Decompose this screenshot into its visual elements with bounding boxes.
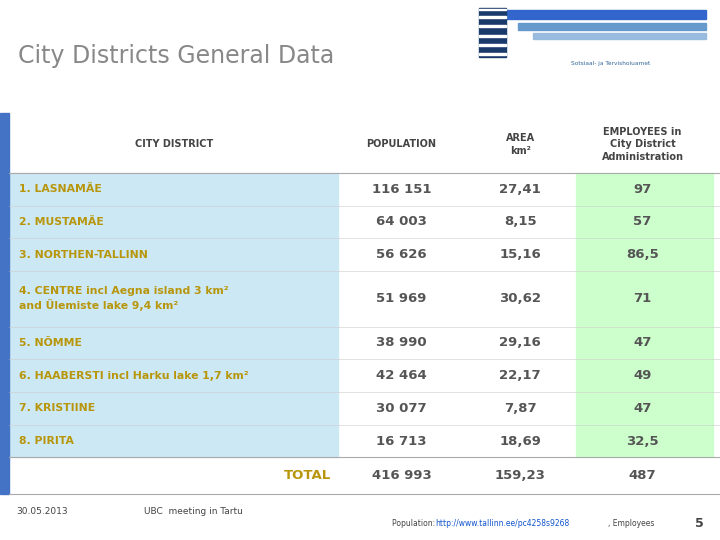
Text: 416 993: 416 993 [372,469,431,482]
Bar [576,206,713,238]
Text: 51 969: 51 969 [377,292,426,305]
Text: 30,62: 30,62 [499,292,541,305]
Text: 16 713: 16 713 [376,435,427,448]
Bar [518,23,706,30]
Text: 8,15: 8,15 [504,215,536,228]
Bar [9,359,338,392]
Text: 56 626: 56 626 [376,248,427,261]
Bar [9,424,338,457]
Bar [9,173,338,206]
Text: AREA
km²: AREA km² [505,133,535,156]
Text: UBC  meeting in Tartu: UBC meeting in Tartu [144,508,243,516]
Bar [479,9,506,10]
Text: 7,87: 7,87 [504,402,536,415]
Text: 49: 49 [634,369,652,382]
Text: 32,5: 32,5 [626,435,659,448]
Text: 8. PIRITA: 8. PIRITA [19,436,74,446]
Bar [576,424,713,457]
Text: 487: 487 [629,469,657,482]
Text: 38 990: 38 990 [376,336,427,349]
Bar [9,392,338,424]
Text: Population:: Population: [392,519,438,528]
Bar [479,53,506,55]
Bar [9,206,338,238]
Text: , Employees: , Employees [608,519,654,528]
Text: 71: 71 [634,292,652,305]
Bar [0,0,720,108]
Text: 5. NÕMME: 5. NÕMME [19,338,82,348]
Text: 3. NORTHEN-TALLINN: 3. NORTHEN-TALLINN [19,249,148,260]
Text: 7. KRISTIINE: 7. KRISTIINE [19,403,96,413]
Text: 1. LASNAMÄE: 1. LASNAMÄE [19,184,102,194]
Text: 30 077: 30 077 [376,402,427,415]
Text: 6. HAABERSTI incl Harku lake 1,7 km²: 6. HAABERSTI incl Harku lake 1,7 km² [19,370,249,381]
Text: http://www.tallinn.ee/pc4258s9268: http://www.tallinn.ee/pc4258s9268 [436,519,570,528]
Text: 97: 97 [634,183,652,195]
Bar [479,25,506,27]
Bar [0,113,9,494]
Text: 64 003: 64 003 [376,215,427,228]
Bar [576,359,713,392]
Text: POPULATION: POPULATION [366,139,436,150]
Text: 22,17: 22,17 [500,369,541,382]
Text: 42 464: 42 464 [376,369,427,382]
Text: 159,23: 159,23 [495,469,546,482]
Text: 15,16: 15,16 [500,248,541,261]
Bar [479,35,506,37]
Text: TOTAL: TOTAL [284,469,331,482]
Bar [9,238,338,271]
Text: EMPLOYEES in
City District
Administration: EMPLOYEES in City District Administratio… [602,127,683,162]
Text: 116 151: 116 151 [372,183,431,195]
Text: 27,41: 27,41 [500,183,541,195]
Text: 47: 47 [634,336,652,349]
Bar [479,44,506,46]
Text: 47: 47 [634,402,652,415]
Bar [533,33,706,39]
Bar [576,271,713,327]
Text: Sotsiaal- ja Tervishoiuamet: Sotsiaal- ja Tervishoiuamet [571,61,650,66]
Bar [479,16,506,18]
Bar [9,271,338,327]
Bar [576,327,713,359]
Text: 86,5: 86,5 [626,248,659,261]
Bar [576,173,713,206]
Bar [576,392,713,424]
Bar [576,238,713,271]
Text: 30.05.2013: 30.05.2013 [16,508,68,516]
Bar [504,10,706,19]
Text: 18,69: 18,69 [499,435,541,448]
Text: 4. CENTRE incl Aegna island 3 km²
and Ülemiste lake 9,4 km²: 4. CENTRE incl Aegna island 3 km² and Ül… [19,286,229,311]
Text: City Districts General Data: City Districts General Data [18,44,334,68]
Bar [9,327,338,359]
Bar [9,116,720,173]
Text: 29,16: 29,16 [500,336,541,349]
Text: 5: 5 [696,517,704,530]
Bar [479,8,506,57]
Text: 2. MUSTAMÄE: 2. MUSTAMÄE [19,217,104,227]
Text: 57: 57 [634,215,652,228]
Text: CITY DISTRICT: CITY DISTRICT [135,139,214,150]
